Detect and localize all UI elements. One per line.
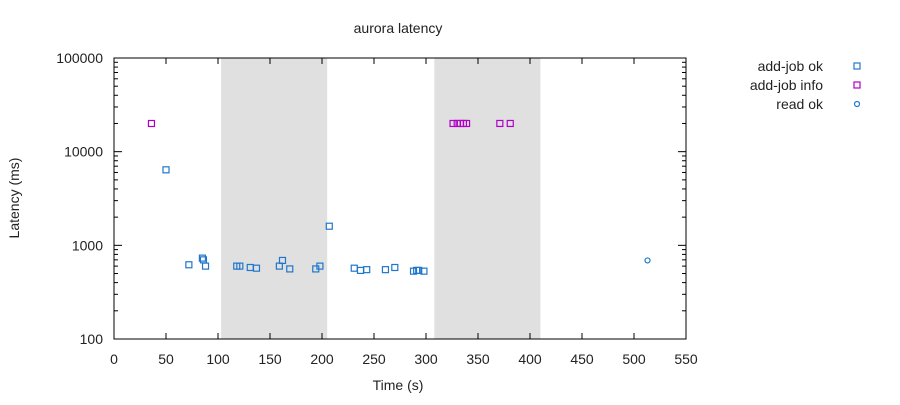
data-point-add-job-ok bbox=[316, 262, 324, 270]
y-axis-label: Latency (ms) bbox=[6, 158, 22, 239]
x-tick-label: 400 bbox=[518, 351, 542, 367]
data-point-add-job-ok bbox=[162, 166, 170, 174]
data-point-add-job-ok bbox=[415, 266, 423, 274]
shaded-region-2 bbox=[434, 58, 541, 339]
data-point-add-job-info bbox=[462, 119, 471, 128]
x-tick-label: 350 bbox=[466, 351, 490, 367]
chart-title: aurora latency bbox=[354, 20, 443, 36]
data-point-add-job-ok bbox=[278, 256, 287, 265]
legend-marker-add-job-info bbox=[853, 81, 861, 89]
data-point-add-job-info bbox=[506, 119, 514, 128]
legend: add-job ok add-job info read ok bbox=[750, 58, 861, 112]
x-tick-label: 550 bbox=[674, 351, 698, 367]
data-point-add-job-ok bbox=[381, 266, 390, 274]
x-tick-label: 450 bbox=[570, 351, 594, 367]
data-point-add-job-ok bbox=[198, 254, 206, 262]
x-tick-label: 250 bbox=[362, 351, 386, 367]
data-point-read-ok bbox=[644, 257, 651, 264]
y-tick-label: 1000 bbox=[72, 237, 103, 253]
y-tick-label: 100 bbox=[80, 331, 104, 347]
data-point-add-job-ok bbox=[185, 261, 193, 269]
data-point-add-job-info bbox=[449, 119, 457, 128]
data-point-add-job-ok bbox=[252, 264, 261, 272]
data-point-add-job-ok bbox=[201, 262, 210, 270]
x-tick-label: 100 bbox=[206, 351, 230, 367]
data-point-add-job-ok bbox=[356, 266, 365, 274]
data-point-add-job-ok bbox=[391, 263, 399, 272]
x-tick-label: 0 bbox=[110, 351, 118, 367]
y-tick-label: 100000 bbox=[56, 50, 103, 66]
data-point-add-job-ok bbox=[363, 266, 371, 274]
shaded-region-1 bbox=[221, 58, 328, 339]
data-point-add-job-info bbox=[147, 119, 156, 128]
shaded-regions bbox=[221, 58, 541, 339]
data-point-add-job-ok bbox=[286, 265, 294, 273]
legend-label-add-job-ok: add-job ok bbox=[758, 58, 824, 74]
data-point-add-job-ok bbox=[350, 264, 358, 272]
x-axis-label: Time (s) bbox=[373, 377, 424, 393]
x-tick-label: 500 bbox=[622, 351, 646, 367]
x-tick-label: 50 bbox=[158, 351, 174, 367]
data-point-add-job-ok bbox=[236, 262, 244, 270]
data-point-add-job-ok bbox=[420, 267, 428, 275]
x-tick-label: 150 bbox=[258, 351, 282, 367]
legend-label-add-job-info: add-job info bbox=[750, 77, 823, 93]
legend-marker-add-job-ok bbox=[853, 62, 861, 70]
plot-frame bbox=[113, 57, 687, 340]
x-tick-label: 200 bbox=[310, 351, 334, 367]
data-points bbox=[147, 119, 651, 275]
x-tick-label: 300 bbox=[414, 351, 438, 367]
data-point-add-job-ok bbox=[325, 222, 333, 230]
data-point-add-job-info bbox=[496, 119, 504, 128]
legend-marker-read-ok bbox=[853, 100, 861, 108]
axes: 0 50 100 150 200 250 300 350 400 450 500 550 100 1000… bbox=[56, 50, 698, 367]
legend-label-read-ok: read ok bbox=[776, 96, 824, 112]
y-tick-label: 10000 bbox=[64, 144, 103, 160]
